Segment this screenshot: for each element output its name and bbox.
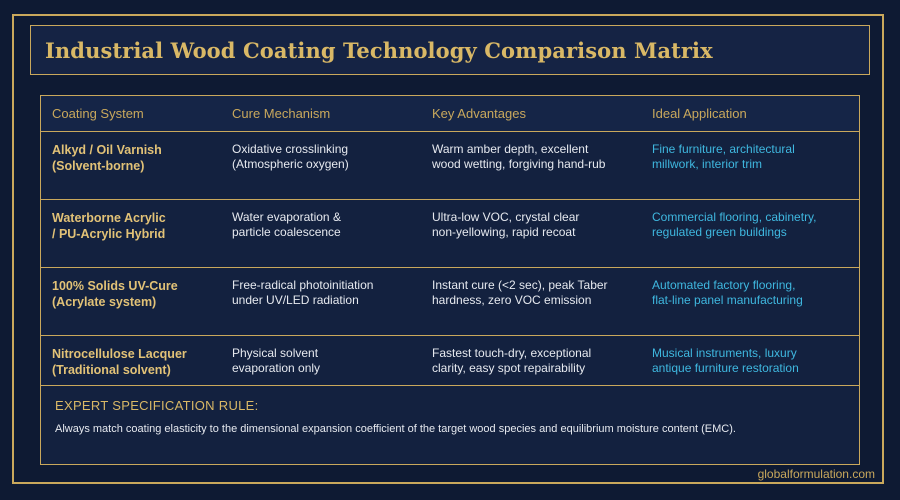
cure-line: (Atmospheric oxygen) bbox=[232, 157, 349, 171]
application-line: Musical instruments, luxury bbox=[652, 346, 797, 360]
table-row: Nitrocellulose Lacquer (Traditional solv… bbox=[41, 336, 859, 386]
coating-system-cell: Waterborne Acrylic / PU-Acrylic Hybrid bbox=[52, 210, 222, 242]
table-row: 100% Solids UV-Cure (Acrylate system) Fr… bbox=[41, 268, 859, 336]
advantages-cell: Ultra-low VOC, crystal clear non-yellowi… bbox=[432, 210, 642, 240]
cure-line: Water evaporation & bbox=[232, 210, 341, 224]
specification-rule-title: EXPERT SPECIFICATION RULE: bbox=[55, 398, 259, 413]
advantages-line: hardness, zero VOC emission bbox=[432, 293, 592, 307]
column-header-ideal-application: Ideal Application bbox=[652, 106, 747, 121]
cure-mechanism-cell: Free-radical photoinitiation under UV/LE… bbox=[232, 278, 422, 308]
application-line: antique furniture restoration bbox=[652, 361, 799, 375]
advantages-line: Instant cure (<2 sec), peak Taber bbox=[432, 278, 608, 292]
cure-line: evaporation only bbox=[232, 361, 321, 375]
application-line: Automated factory flooring, bbox=[652, 278, 796, 292]
coating-system-cell: Nitrocellulose Lacquer (Traditional solv… bbox=[52, 346, 222, 378]
advantages-line: non-yellowing, rapid recoat bbox=[432, 225, 576, 239]
coating-system-line: (Acrylate system) bbox=[52, 295, 157, 309]
cure-mechanism-cell: Physical solvent evaporation only bbox=[232, 346, 422, 376]
column-header-key-advantages: Key Advantages bbox=[432, 106, 526, 121]
advantages-cell: Warm amber depth, excellent wood wetting… bbox=[432, 142, 642, 172]
application-line: millwork, interior trim bbox=[652, 157, 763, 171]
advantages-line: Ultra-low VOC, crystal clear bbox=[432, 210, 580, 224]
coating-system-line: 100% Solids UV-Cure bbox=[52, 279, 178, 293]
advantages-cell: Fastest touch-dry, exceptional clarity, … bbox=[432, 346, 642, 376]
application-cell: Musical instruments, luxury antique furn… bbox=[652, 346, 852, 376]
comparison-matrix: Coating System Cure Mechanism Key Advant… bbox=[40, 95, 860, 465]
advantages-line: wood wetting, forgiving hand-rub bbox=[432, 157, 606, 171]
advantages-line: clarity, easy spot repairability bbox=[432, 361, 586, 375]
coating-system-cell: 100% Solids UV-Cure (Acrylate system) bbox=[52, 278, 222, 310]
column-header-coating-system: Coating System bbox=[52, 106, 144, 121]
table-row: Alkyd / Oil Varnish (Solvent-borne) Oxid… bbox=[41, 132, 859, 200]
application-line: Fine furniture, architectural bbox=[652, 142, 795, 156]
title-banner: Industrial Wood Coating Technology Compa… bbox=[30, 25, 870, 75]
application-cell: Commercial flooring, cabinetry, regulate… bbox=[652, 210, 852, 240]
specification-rule-text: Always match coating elasticity to the d… bbox=[55, 423, 736, 435]
cure-line: Free-radical photoinitiation bbox=[232, 278, 374, 292]
application-cell: Automated factory flooring, flat-line pa… bbox=[652, 278, 852, 308]
coating-system-line: (Traditional solvent) bbox=[52, 363, 171, 377]
outer-frame bbox=[12, 14, 884, 484]
coating-system-cell: Alkyd / Oil Varnish (Solvent-borne) bbox=[52, 142, 222, 174]
table-row: Waterborne Acrylic / PU-Acrylic Hybrid W… bbox=[41, 200, 859, 268]
application-line: flat-line panel manufacturing bbox=[652, 293, 803, 307]
coating-system-line: Nitrocellulose Lacquer bbox=[52, 347, 187, 361]
cure-line: Physical solvent bbox=[232, 346, 319, 360]
advantages-line: Warm amber depth, excellent bbox=[432, 142, 589, 156]
application-line: Commercial flooring, cabinetry, bbox=[652, 210, 817, 224]
advantages-line: Fastest touch-dry, exceptional bbox=[432, 346, 592, 360]
coating-system-line: / PU-Acrylic Hybrid bbox=[52, 227, 166, 241]
coating-system-line: Waterborne Acrylic bbox=[52, 211, 166, 225]
coating-system-line: Alkyd / Oil Varnish bbox=[52, 143, 162, 157]
cure-mechanism-cell: Oxidative crosslinking (Atmospheric oxyg… bbox=[232, 142, 422, 172]
column-header-cure-mechanism: Cure Mechanism bbox=[232, 106, 331, 121]
application-cell: Fine furniture, architectural millwork, … bbox=[652, 142, 852, 172]
advantages-cell: Instant cure (<2 sec), peak Taber hardne… bbox=[432, 278, 642, 308]
coating-system-line: (Solvent-borne) bbox=[52, 159, 145, 173]
cure-mechanism-cell: Water evaporation & particle coalescence bbox=[232, 210, 422, 240]
table-header-row: Coating System Cure Mechanism Key Advant… bbox=[41, 96, 859, 132]
footer-url: globalformulation.com bbox=[757, 467, 875, 481]
cure-line: Oxidative crosslinking bbox=[232, 142, 349, 156]
application-line: regulated green buildings bbox=[652, 225, 787, 239]
page-title: Industrial Wood Coating Technology Compa… bbox=[45, 37, 713, 63]
cure-line: under UV/LED radiation bbox=[232, 293, 359, 307]
cure-line: particle coalescence bbox=[232, 225, 341, 239]
